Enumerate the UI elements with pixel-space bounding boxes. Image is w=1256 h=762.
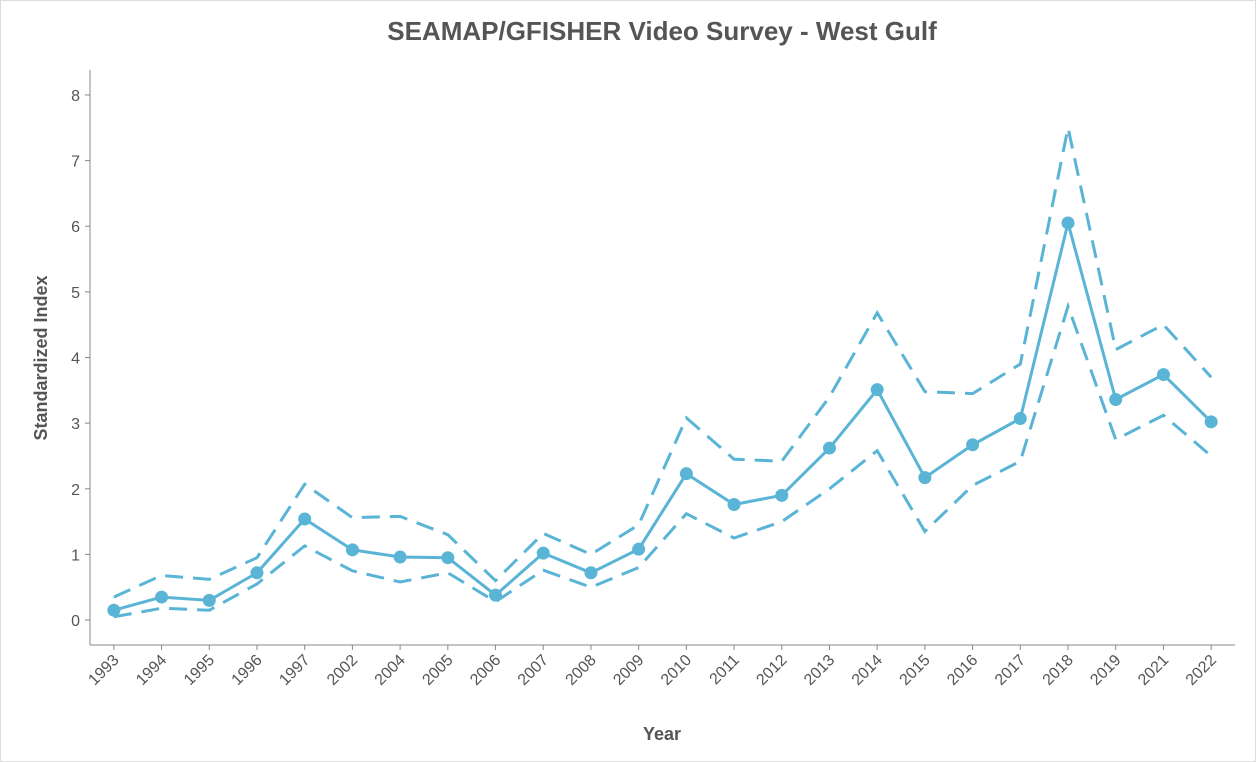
chart-title: SEAMAP/GFISHER Video Survey - West Gulf <box>387 16 937 46</box>
y-tick-label: 7 <box>71 154 80 171</box>
point <box>250 566 264 580</box>
y-axis-label: Standardized Index <box>31 275 51 440</box>
y-tick-label: 4 <box>71 351 80 368</box>
x-axis-label: Year <box>643 724 681 744</box>
point <box>345 543 359 557</box>
x-tick-label: 1994 <box>133 652 170 689</box>
point <box>107 603 121 617</box>
point <box>966 438 980 452</box>
x-tick-label: 2010 <box>658 652 695 689</box>
point <box>679 467 693 481</box>
point <box>918 471 932 485</box>
y-tick-label: 8 <box>71 88 80 105</box>
point <box>1204 415 1218 429</box>
y-tick-label: 5 <box>71 285 80 302</box>
point <box>632 542 646 556</box>
point <box>822 441 836 455</box>
point <box>536 546 550 560</box>
x-tick-label: 2006 <box>467 652 504 689</box>
x-tick-label: 2015 <box>897 652 934 689</box>
x-tick-label: 2013 <box>801 652 838 689</box>
x-tick-label: 2005 <box>419 652 456 689</box>
x-tick-label: 2002 <box>324 652 361 689</box>
point <box>1156 368 1170 382</box>
point <box>298 512 312 526</box>
x-tick-label: 2022 <box>1183 652 1220 689</box>
x-tick-label: 2004 <box>372 652 409 689</box>
point <box>202 593 216 607</box>
point <box>155 590 169 604</box>
x-tick-label: 2008 <box>563 652 600 689</box>
x-tick-label: 2012 <box>753 652 790 689</box>
y-tick-label: 6 <box>71 219 80 236</box>
point <box>1061 216 1075 230</box>
y-tick-label: 3 <box>71 416 80 433</box>
point <box>775 488 789 502</box>
index-line <box>113 222 1213 612</box>
x-tick-label: 2021 <box>1135 652 1172 689</box>
y-tick-label: 0 <box>71 613 80 630</box>
x-tick-label: 2014 <box>849 652 886 689</box>
point <box>393 550 407 564</box>
point <box>870 383 884 397</box>
x-tick-label: 2018 <box>1040 652 1077 689</box>
point <box>441 551 455 565</box>
y-tick-label: 2 <box>71 482 80 499</box>
x-tick-label: 2007 <box>515 652 552 689</box>
point <box>1013 412 1027 426</box>
x-tick-label: 2011 <box>707 652 743 688</box>
ci-line <box>113 127 1213 599</box>
x-tick-label: 1996 <box>229 652 266 689</box>
x-tick-label: 2017 <box>992 652 1029 689</box>
x-tick-label: 1997 <box>276 652 313 689</box>
x-tick-label: 2019 <box>1087 652 1124 689</box>
ci-line <box>113 301 1213 619</box>
x-tick-label: 2016 <box>944 652 981 689</box>
x-tick-label: 1993 <box>85 652 122 689</box>
point <box>1109 393 1123 407</box>
x-tick-label: 2009 <box>610 652 647 689</box>
y-tick-label: 1 <box>71 547 80 564</box>
x-tick-label: 1995 <box>181 652 218 689</box>
point <box>584 566 598 580</box>
point <box>727 498 741 512</box>
